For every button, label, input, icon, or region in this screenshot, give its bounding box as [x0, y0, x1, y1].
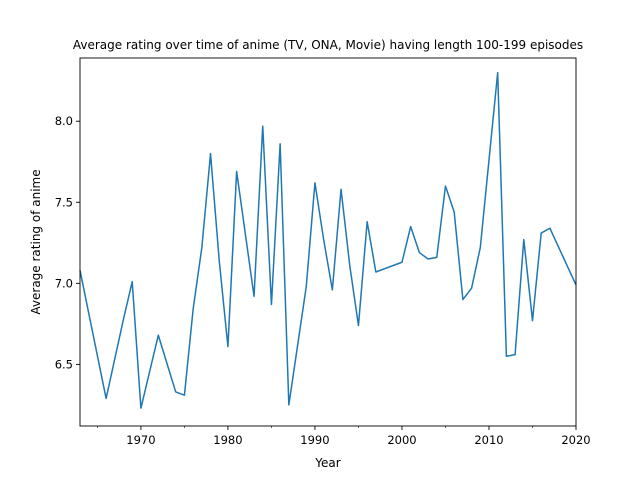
x-tick-label: 1990	[300, 433, 329, 447]
x-tick-label: 1980	[213, 433, 242, 447]
y-axis: 6.5 7.0 7.5 8.0	[55, 114, 80, 371]
y-axis-label: Average rating of anime	[29, 169, 43, 314]
x-tick-label: 1970	[126, 433, 155, 447]
x-tick-label: 2020	[561, 433, 590, 447]
plot-frame	[79, 57, 577, 427]
x-axis: 1970 1980 1990 2000 2010 2020	[97, 426, 591, 447]
y-tick-label: 7.0	[55, 276, 73, 290]
series-line-0	[79, 71, 577, 409]
y-tick-label: 8.0	[55, 114, 73, 128]
x-axis-label: Year	[314, 456, 340, 470]
plot-area	[79, 57, 577, 427]
y-tick-label: 6.5	[55, 357, 73, 371]
x-tick-label: 2000	[387, 433, 416, 447]
chart-title: Average rating over time of anime (TV, O…	[73, 38, 583, 52]
x-tick-label: 2010	[474, 433, 503, 447]
y-tick-label: 7.5	[55, 195, 73, 209]
